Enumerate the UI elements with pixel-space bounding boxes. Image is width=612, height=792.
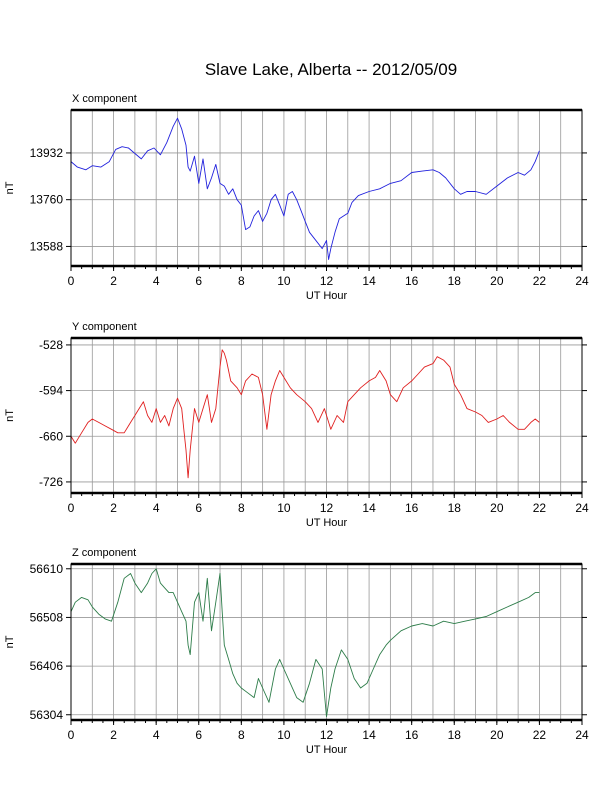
x-tick-label: 8	[238, 728, 245, 742]
x-tick-label: 2	[110, 501, 117, 515]
y-axis-label: nT	[4, 635, 16, 648]
y-tick-label: -594	[39, 384, 63, 398]
y-axis-label: nT	[4, 181, 16, 194]
y-tick-label: 13932	[30, 146, 64, 160]
x-tick-label: 18	[448, 274, 462, 288]
x-tick-label: 16	[405, 501, 419, 515]
x-tick-label: 20	[490, 274, 504, 288]
y-tick-label: -726	[39, 475, 63, 489]
series-line	[70, 349, 540, 479]
x-axis-label: UT Hour	[306, 290, 348, 302]
x-tick-label: 14	[362, 728, 376, 742]
y-tick-label: 56406	[30, 659, 64, 673]
x-tick-label: 0	[68, 501, 75, 515]
x-tick-label: 8	[238, 501, 245, 515]
x-tick-label: 12	[320, 501, 334, 515]
y-tick-label: 56508	[30, 610, 64, 624]
x-tick-label: 4	[153, 274, 160, 288]
panel-title: X component	[72, 93, 137, 105]
x-tick-label: 6	[195, 728, 202, 742]
y-tick-label: 56610	[30, 562, 64, 576]
x-tick-label: 24	[575, 501, 589, 515]
x-axis-label: UT Hour	[306, 517, 348, 529]
x-tick-label: 14	[362, 501, 376, 515]
x-tick-label: 18	[448, 728, 462, 742]
x-tick-label: 20	[490, 728, 504, 742]
x-tick-label: 10	[277, 728, 291, 742]
y-tick-label: 56304	[30, 708, 64, 722]
y-tick-label: -528	[39, 338, 63, 352]
x-tick-label: 22	[533, 274, 547, 288]
y-tick-label: -660	[39, 429, 63, 443]
series-line	[70, 117, 540, 260]
x-tick-label: 4	[153, 501, 160, 515]
panel-title: Y component	[72, 321, 137, 333]
x-tick-label: 14	[362, 274, 376, 288]
x-tick-label: 16	[405, 274, 419, 288]
x-tick-label: 0	[68, 274, 75, 288]
x-axis-label: UT Hour	[306, 744, 348, 756]
x-tick-label: 6	[195, 501, 202, 515]
x-tick-label: 2	[110, 728, 117, 742]
x-tick-label: 16	[405, 728, 419, 742]
y-tick-label: 13588	[30, 239, 64, 253]
series-line	[70, 568, 540, 718]
x-tick-label: 18	[448, 501, 462, 515]
x-tick-label: 20	[490, 501, 504, 515]
x-tick-label: 12	[320, 728, 334, 742]
x-tick-label: 8	[238, 274, 245, 288]
x-tick-label: 0	[68, 728, 75, 742]
x-tick-label: 22	[533, 501, 547, 515]
x-tick-label: 4	[153, 728, 160, 742]
x-tick-label: 10	[277, 274, 291, 288]
x-tick-label: 6	[195, 274, 202, 288]
panel-title: Z component	[72, 547, 136, 559]
x-tick-label: 24	[575, 728, 589, 742]
y-axis-label: nT	[4, 409, 16, 422]
y-tick-label: 13760	[30, 193, 64, 207]
x-tick-label: 10	[277, 501, 291, 515]
x-tick-label: 2	[110, 274, 117, 288]
x-tick-label: 24	[575, 274, 589, 288]
x-tick-label: 22	[533, 728, 547, 742]
figure-title: Slave Lake, Alberta -- 2012/05/09	[205, 60, 457, 79]
x-tick-label: 12	[320, 274, 334, 288]
